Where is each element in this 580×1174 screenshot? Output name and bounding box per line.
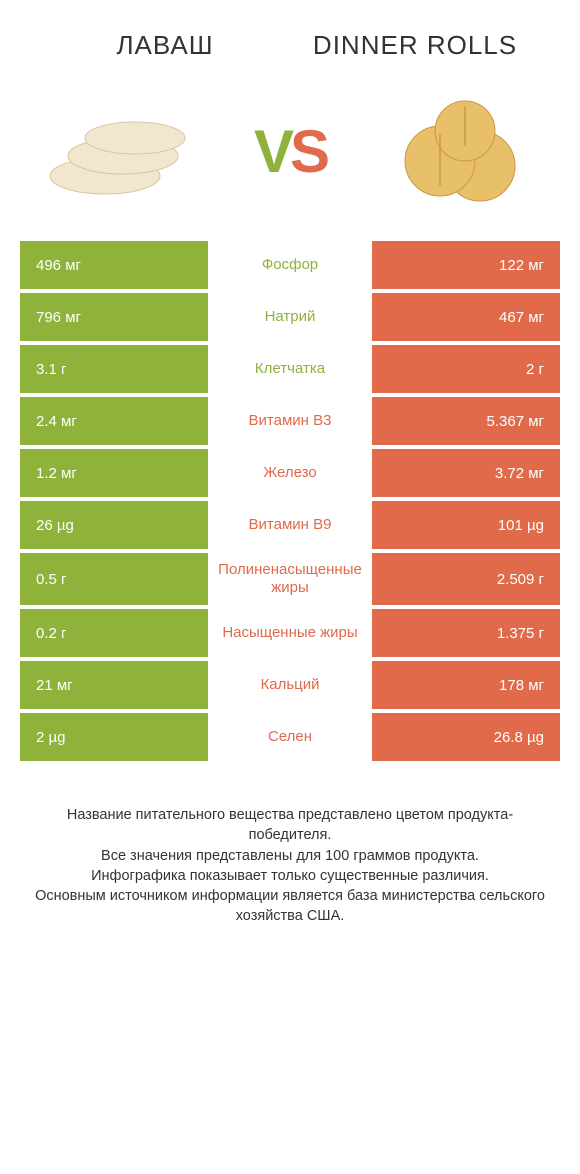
footer-line: Основным источником информации является … — [30, 886, 550, 927]
vs-s: S — [290, 118, 326, 185]
cell-nutrient-label: Клетчатка — [208, 345, 372, 393]
cell-left-value: 2.4 мг — [20, 397, 208, 445]
cell-right-value: 178 мг — [372, 661, 560, 709]
cell-left-value: 496 мг — [20, 241, 208, 289]
table-row: 3.1 гКлетчатка2 г — [20, 345, 560, 393]
header: ЛАВАШ DINNER ROLLS — [0, 0, 580, 71]
cell-nutrient-label: Полиненасыщенные жиры — [208, 553, 372, 605]
cell-left-value: 26 µg — [20, 501, 208, 549]
cell-right-value: 122 мг — [372, 241, 560, 289]
table-row: 21 мгКальций178 мг — [20, 661, 560, 709]
table-row: 496 мгФосфор122 мг — [20, 241, 560, 289]
table-row: 796 мгНатрий467 мг — [20, 293, 560, 341]
cell-left-value: 0.2 г — [20, 609, 208, 657]
table-row: 2.4 мгВитамин B35.367 мг — [20, 397, 560, 445]
cell-nutrient-label: Натрий — [208, 293, 372, 341]
table-row: 1.2 мгЖелезо3.72 мг — [20, 449, 560, 497]
cell-right-value: 1.375 г — [372, 609, 560, 657]
cell-left-value: 21 мг — [20, 661, 208, 709]
cell-right-value: 3.72 мг — [372, 449, 560, 497]
footer-notes: Название питательного вещества представл… — [0, 765, 580, 947]
cell-left-value: 2 µg — [20, 713, 208, 761]
cell-right-value: 5.367 мг — [372, 397, 560, 445]
cell-nutrient-label: Железо — [208, 449, 372, 497]
cell-right-value: 101 µg — [372, 501, 560, 549]
title-right: DINNER ROLLS — [290, 31, 540, 60]
cell-nutrient-label: Кальций — [208, 661, 372, 709]
comparison-table: 496 мгФосфор122 мг796 мгНатрий467 мг3.1 … — [0, 241, 580, 761]
cell-nutrient-label: Витамин B9 — [208, 501, 372, 549]
cell-left-value: 1.2 мг — [20, 449, 208, 497]
vs-label: VS — [254, 117, 326, 186]
cell-right-value: 2 г — [372, 345, 560, 393]
footer-line: Инфографика показывает только существенн… — [30, 866, 550, 886]
images-row: VS — [0, 71, 580, 241]
cell-left-value: 3.1 г — [20, 345, 208, 393]
table-row: 0.5 гПолиненасыщенные жиры2.509 г — [20, 553, 560, 605]
cell-nutrient-label: Витамин B3 — [208, 397, 372, 445]
cell-nutrient-label: Насыщенные жиры — [208, 609, 372, 657]
lavash-image — [40, 91, 200, 211]
title-left: ЛАВАШ — [40, 30, 290, 61]
rolls-image — [380, 91, 540, 211]
cell-left-value: 0.5 г — [20, 553, 208, 605]
cell-nutrient-label: Селен — [208, 713, 372, 761]
vs-v: V — [254, 118, 290, 185]
table-row: 2 µgСелен26.8 µg — [20, 713, 560, 761]
cell-right-value: 26.8 µg — [372, 713, 560, 761]
footer-line: Название питательного вещества представл… — [30, 805, 550, 846]
table-row: 26 µgВитамин B9101 µg — [20, 501, 560, 549]
footer-line: Все значения представлены для 100 граммо… — [30, 846, 550, 866]
cell-right-value: 2.509 г — [372, 553, 560, 605]
table-row: 0.2 гНасыщенные жиры1.375 г — [20, 609, 560, 657]
cell-left-value: 796 мг — [20, 293, 208, 341]
cell-right-value: 467 мг — [372, 293, 560, 341]
cell-nutrient-label: Фосфор — [208, 241, 372, 289]
